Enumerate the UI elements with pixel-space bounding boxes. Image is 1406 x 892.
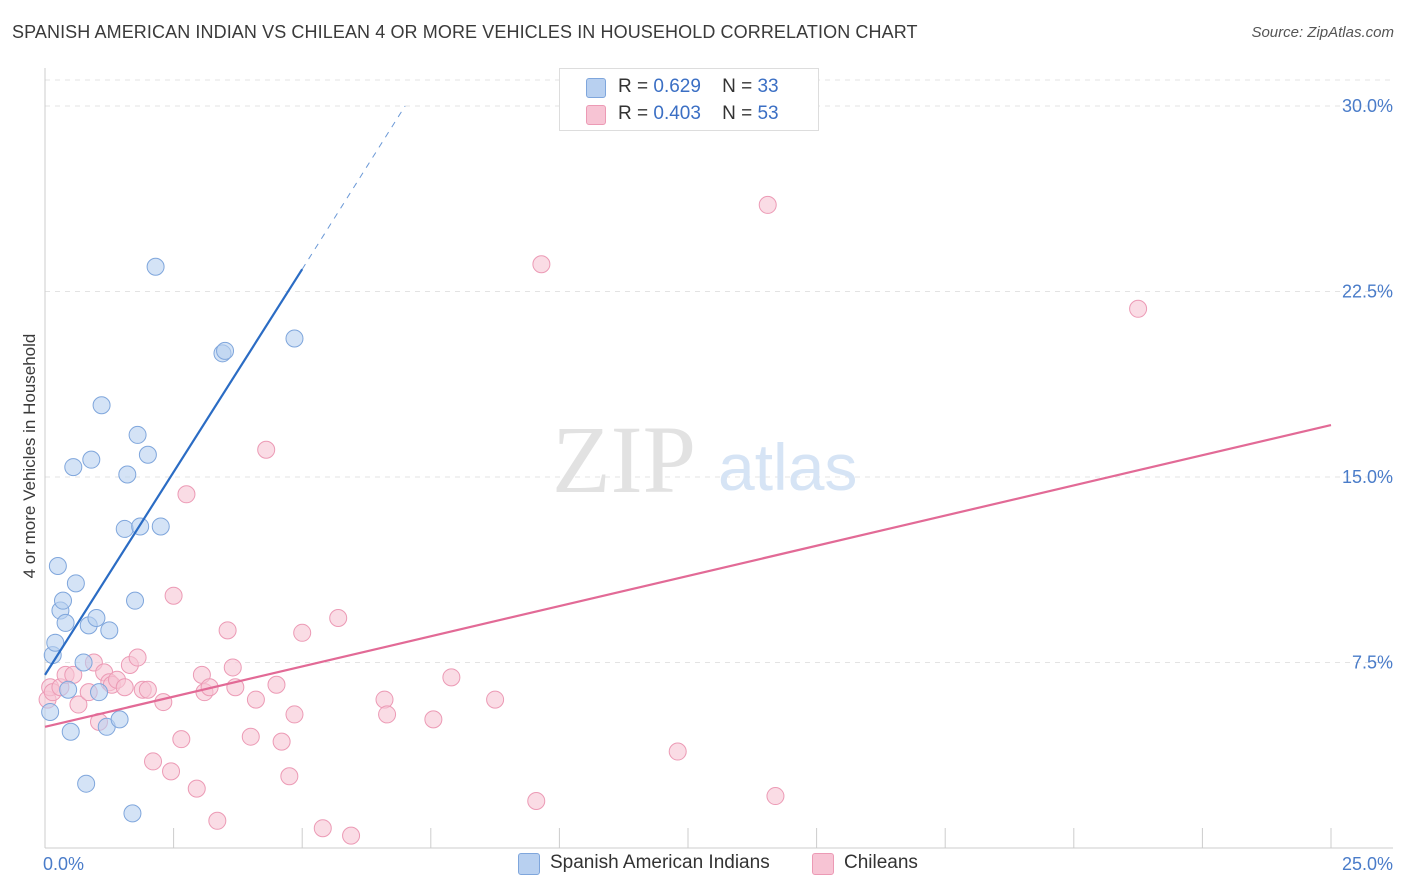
spanish-american-indians-point bbox=[82, 450, 101, 469]
chileans-point bbox=[442, 668, 461, 687]
spanish-american-indians-point bbox=[87, 608, 106, 627]
chileans-point bbox=[246, 690, 265, 709]
chileans-point bbox=[329, 608, 348, 627]
spanish-american-indians-point bbox=[126, 591, 145, 610]
spanish-american-indians-point bbox=[77, 774, 96, 793]
trend-line-spanish-american-indians-extension bbox=[301, 105, 406, 270]
chileans-point bbox=[144, 752, 163, 771]
spanish-american-indians-point bbox=[66, 574, 85, 593]
spanish-american-indians-point bbox=[59, 680, 78, 699]
chileans-point bbox=[758, 195, 777, 214]
legend-r-label: R = bbox=[618, 76, 649, 97]
legend-n-value: 53 bbox=[757, 103, 779, 124]
spanish-american-indians-point bbox=[54, 591, 73, 610]
spanish-american-indians-point bbox=[118, 465, 137, 484]
trend-line-spanish-american-indians bbox=[44, 268, 304, 676]
spanish-american-indians-point bbox=[90, 683, 109, 702]
tick-labels: 7.5% 15.0% 22.5% 30.0% 0.0% 25.0% bbox=[43, 96, 1393, 874]
spanish-american-indians-point bbox=[56, 613, 75, 632]
bottom-legend-label: Chileans bbox=[844, 852, 918, 873]
gridlines bbox=[45, 79, 1393, 663]
chileans-point bbox=[342, 826, 361, 845]
chileans-point bbox=[164, 586, 183, 605]
chileans-point bbox=[1129, 299, 1148, 318]
chileans-point bbox=[766, 787, 785, 806]
y-tick-label: 7.5% bbox=[1352, 652, 1393, 672]
watermark-atlas: atlas bbox=[718, 430, 857, 504]
legend-swatch-blue bbox=[586, 78, 606, 98]
chart-title: SPANISH AMERICAN INDIAN VS CHILEAN 4 OR … bbox=[12, 22, 918, 42]
bottom-legend-swatch-blue bbox=[518, 853, 540, 875]
y-tick-label: 30.0% bbox=[1342, 96, 1393, 116]
x-tick-label-max: 25.0% bbox=[1342, 854, 1393, 874]
chileans-point bbox=[208, 811, 227, 830]
legend-r-value: 0.629 bbox=[653, 76, 701, 97]
spanish-american-indians-point bbox=[110, 710, 129, 729]
legend-r-value: 0.403 bbox=[653, 103, 701, 124]
spanish-american-indians-point bbox=[115, 519, 134, 538]
chileans-point bbox=[375, 690, 394, 709]
chileans-point bbox=[128, 648, 147, 667]
chileans-point bbox=[313, 819, 332, 838]
legend-swatch-pink bbox=[586, 105, 606, 125]
spanish-american-indians-point bbox=[48, 557, 67, 576]
chileans-point bbox=[177, 485, 196, 504]
chileans-point bbox=[285, 705, 304, 724]
spanish-american-indians-point bbox=[138, 445, 157, 464]
chileans-point bbox=[218, 621, 237, 640]
y-tick-label: 15.0% bbox=[1342, 467, 1393, 487]
chileans-points bbox=[38, 195, 1148, 845]
legend-n-label: N = bbox=[722, 103, 753, 124]
chileans-point bbox=[69, 695, 88, 714]
chileans-point bbox=[293, 623, 312, 642]
bottom-legend-label: Spanish American Indians bbox=[550, 852, 770, 873]
source-label: Source: ZipAtlas.com bbox=[1251, 24, 1394, 41]
watermark-zip: ZIP bbox=[552, 406, 696, 513]
spanish-american-indians-point bbox=[46, 633, 65, 652]
chileans-point bbox=[257, 440, 276, 459]
legend-r-label: R = bbox=[618, 103, 649, 124]
trend-line-chileans bbox=[44, 423, 1332, 728]
spanish-american-indians-point bbox=[74, 653, 93, 672]
chileans-point bbox=[223, 658, 242, 677]
spanish-american-indians-point bbox=[64, 458, 83, 477]
spanish-american-indians-point bbox=[92, 396, 111, 415]
chileans-point bbox=[532, 255, 551, 274]
bottom-legend-swatch-pink bbox=[812, 853, 834, 875]
spanish-american-indians-points bbox=[41, 257, 304, 823]
chileans-point bbox=[187, 779, 206, 798]
spanish-american-indians-point bbox=[285, 329, 304, 348]
correlation-legend: R = 0.629 N = 33 R = 0.403 N = 53 bbox=[559, 68, 819, 131]
watermark: ZIP atlas bbox=[552, 406, 857, 513]
spanish-american-indians-point bbox=[41, 702, 60, 721]
spanish-american-indians-point bbox=[128, 425, 147, 444]
chileans-point bbox=[424, 710, 443, 729]
chileans-point bbox=[486, 690, 505, 709]
chileans-point bbox=[162, 762, 181, 781]
chileans-point bbox=[668, 742, 687, 761]
chileans-point bbox=[138, 680, 157, 699]
chileans-point bbox=[241, 727, 260, 746]
chileans-point bbox=[154, 693, 173, 712]
chileans-point bbox=[527, 792, 546, 811]
chileans-point bbox=[280, 767, 299, 786]
legend-n-label: N = bbox=[722, 76, 753, 97]
chileans-point bbox=[378, 705, 397, 724]
chileans-point bbox=[267, 675, 286, 694]
chileans-point bbox=[172, 730, 191, 749]
legend-n-value: 33 bbox=[757, 76, 779, 97]
spanish-american-indians-point bbox=[61, 722, 80, 741]
spanish-american-indians-point bbox=[151, 517, 170, 536]
chileans-point bbox=[115, 678, 134, 697]
spanish-american-indians-point bbox=[216, 341, 235, 360]
y-tick-label: 22.5% bbox=[1342, 281, 1393, 301]
chileans-point bbox=[272, 732, 291, 751]
spanish-american-indians-point bbox=[146, 257, 165, 276]
x-tick-label-min: 0.0% bbox=[43, 854, 84, 874]
trend-lines bbox=[44, 105, 1332, 728]
spanish-american-indians-point bbox=[123, 804, 142, 823]
spanish-american-indians-point bbox=[100, 621, 119, 640]
